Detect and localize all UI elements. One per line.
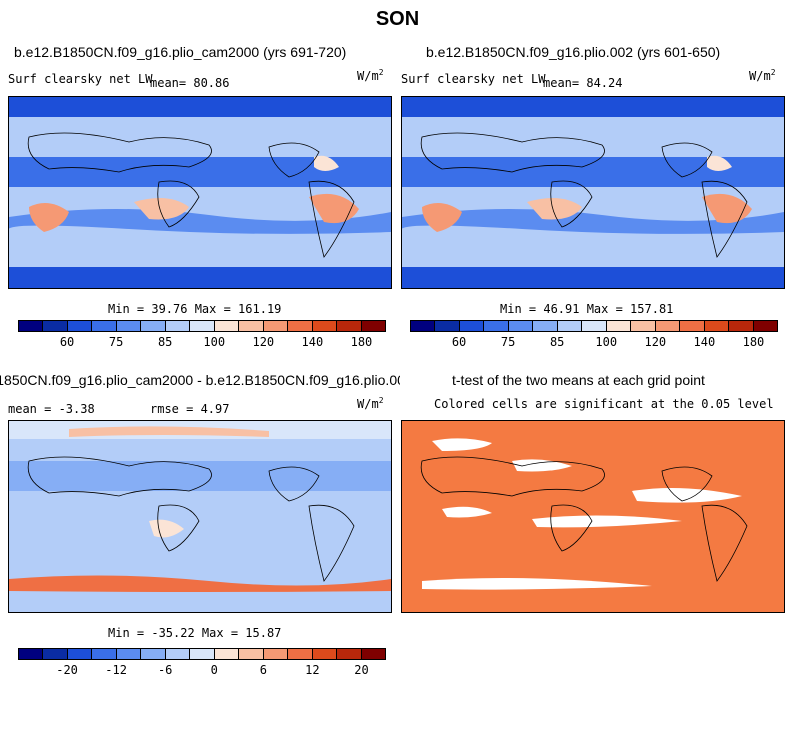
colorbar-tick-label: 140 <box>301 335 324 349</box>
colorbar-tick-label: 60 <box>59 335 75 349</box>
colorbar-swatch <box>435 321 460 331</box>
panel1-colorbar-ticks: 60 75 85 100 120 140 180 <box>18 335 386 351</box>
colorbar-swatch <box>19 321 44 331</box>
panel2-colorbar-ticks: 60 75 85 100 120 140 180 <box>410 335 778 351</box>
colorbar-swatch <box>43 321 68 331</box>
colorbar-tick-label: 6 <box>259 663 267 677</box>
panel2-colorbar <box>410 320 778 332</box>
colorbar-swatch <box>214 321 240 331</box>
colorbar-swatch <box>361 321 386 331</box>
colorbar-tick-label: 0 <box>210 663 218 677</box>
colorbar-tick-label: 180 <box>742 335 765 349</box>
colorbar-swatch <box>165 321 191 331</box>
panel1-units: W/m2 <box>357 68 384 83</box>
figure-title: SON <box>375 8 420 30</box>
panel2-map <box>401 96 785 289</box>
colorbar-swatch <box>655 321 681 331</box>
panel3-map-svg <box>9 421 391 612</box>
panel1-map-svg <box>9 97 391 288</box>
colorbar-tick-label: 100 <box>595 335 618 349</box>
colorbar-swatch <box>67 649 93 659</box>
colorbar-tick-label: -12 <box>105 663 127 677</box>
colorbar-tick-label: 180 <box>350 335 373 349</box>
colorbar-swatch <box>459 321 485 331</box>
colorbar-swatch <box>411 321 436 331</box>
colorbar-swatch <box>263 649 289 659</box>
panel1-title: b.e12.B1850CN.f09_g16.plio_cam2000 (yrs … <box>14 44 347 60</box>
colorbar-swatch <box>680 321 705 331</box>
colorbar-swatch <box>263 321 289 331</box>
colorbar-swatch <box>337 321 362 331</box>
panel3-map <box>8 420 392 613</box>
colorbar-swatch <box>43 649 68 659</box>
colorbar-swatch <box>312 321 338 331</box>
panel3-mean-label: mean = -3.38 <box>8 402 95 416</box>
colorbar-swatch <box>92 649 117 659</box>
panel4-title: t-test of the two means at each grid poi… <box>452 372 705 388</box>
colorbar-swatch <box>704 321 730 331</box>
panel2-stats: Min = 46.91 Max = 157.81 <box>500 302 674 316</box>
panel2-map-svg <box>402 97 784 288</box>
colorbar-swatch <box>19 649 44 659</box>
panel3-stats: Min = -35.22 Max = 15.87 <box>108 626 282 640</box>
colorbar-swatch <box>190 649 215 659</box>
panel1-mean-label: mean= 80.86 <box>150 76 230 90</box>
colorbar-tick-label: -20 <box>56 663 78 677</box>
panel1-colorbar <box>18 320 386 332</box>
colorbar-swatch <box>753 321 778 331</box>
colorbar-swatch <box>484 321 509 331</box>
colorbar-tick-label: 75 <box>108 335 124 349</box>
colorbar-tick-label: 140 <box>693 335 716 349</box>
colorbar-swatch <box>116 649 142 659</box>
colorbar-swatch <box>729 321 754 331</box>
panel3-rmse-label: rmse = 4.97 <box>150 402 230 416</box>
colorbar-swatch <box>165 649 191 659</box>
panel3-title: b.e12.B1850CN.f09_g16.plio_cam2000 - b.e… <box>0 372 400 388</box>
colorbar-tick-label: 12 <box>305 663 320 677</box>
panel3-units: W/m2 <box>357 396 384 411</box>
panel2-mean-label: mean= 84.24 <box>543 76 623 90</box>
panel1-variable-label: Surf clearsky net LW <box>8 72 153 86</box>
panel3-title-clip: b.e12.B1850CN.f09_g16.plio_cam2000 - b.e… <box>0 372 400 388</box>
colorbar-swatch <box>582 321 607 331</box>
panel3-colorbar <box>18 648 386 660</box>
colorbar-tick-label: 120 <box>252 335 275 349</box>
colorbar-tick-label: 120 <box>644 335 667 349</box>
colorbar-swatch <box>288 649 313 659</box>
colorbar-swatch <box>239 321 264 331</box>
colorbar-tick-label: 85 <box>157 335 173 349</box>
colorbar-swatch <box>533 321 558 331</box>
colorbar-tick-label: 60 <box>451 335 467 349</box>
colorbar-tick-label: -6 <box>157 663 173 677</box>
colorbar-swatch <box>67 321 93 331</box>
panel1-stats: Min = 39.76 Max = 161.19 <box>108 302 282 316</box>
colorbar-swatch <box>557 321 583 331</box>
colorbar-swatch <box>116 321 142 331</box>
colorbar-swatch <box>214 649 240 659</box>
colorbar-swatch <box>606 321 632 331</box>
colorbar-tick-label: 20 <box>354 663 369 677</box>
colorbar-tick-label: 75 <box>500 335 516 349</box>
colorbar-swatch <box>190 321 215 331</box>
colorbar-swatch <box>288 321 313 331</box>
colorbar-swatch <box>631 321 656 331</box>
colorbar-swatch <box>312 649 338 659</box>
colorbar-tick-label: 85 <box>549 335 565 349</box>
panel2-units: W/m2 <box>749 68 776 83</box>
panel4-map <box>401 420 785 613</box>
colorbar-swatch <box>141 649 166 659</box>
panel2-variable-label: Surf clearsky net LW <box>401 72 546 86</box>
panel1-map <box>8 96 392 289</box>
colorbar-swatch <box>141 321 166 331</box>
colorbar-swatch <box>361 649 386 659</box>
colorbar-tick-label: 100 <box>203 335 226 349</box>
panel3-colorbar-ticks: -20 -12 -6 0 6 12 20 <box>18 663 386 679</box>
colorbar-swatch <box>508 321 534 331</box>
panel2-title: b.e12.B1850CN.f09_g16.plio.002 (yrs 601-… <box>426 44 721 60</box>
panel4-subtitle: Colored cells are significant at the 0.0… <box>434 397 774 411</box>
panel4-map-svg <box>402 421 784 612</box>
colorbar-swatch <box>92 321 117 331</box>
colorbar-swatch <box>239 649 264 659</box>
colorbar-swatch <box>337 649 362 659</box>
